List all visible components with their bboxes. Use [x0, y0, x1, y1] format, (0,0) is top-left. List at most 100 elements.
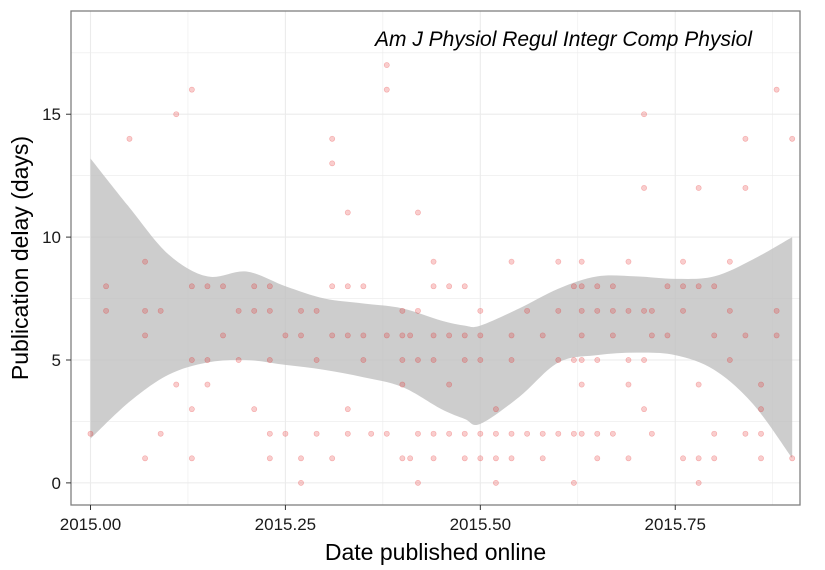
- smooth-confidence-band: [90, 158, 793, 459]
- data-point: [142, 455, 148, 462]
- data-point: [594, 283, 601, 290]
- data-point: [298, 479, 304, 486]
- data-point: [726, 307, 733, 314]
- data-point: [524, 430, 531, 437]
- data-point: [609, 430, 616, 437]
- y-axis-ticks: 0 5 10 15: [42, 105, 71, 493]
- data-point: [329, 332, 336, 339]
- data-point: [220, 332, 226, 339]
- data-point: [430, 430, 437, 437]
- data-point: [493, 406, 499, 413]
- data-point: [758, 381, 764, 388]
- data-point: [399, 455, 406, 462]
- data-point: [594, 430, 601, 437]
- data-point: [446, 332, 453, 339]
- data-point: [578, 332, 585, 339]
- data-point: [594, 455, 601, 462]
- data-point: [430, 332, 437, 339]
- data-point: [204, 283, 211, 290]
- data-point: [578, 430, 585, 437]
- data-point: [266, 455, 273, 462]
- data-point: [87, 430, 94, 437]
- data-point: [625, 307, 632, 314]
- data-point: [266, 430, 273, 437]
- data-point: [477, 357, 484, 363]
- data-point: [399, 332, 406, 339]
- data-point: [383, 62, 390, 68]
- data-point: [493, 455, 499, 462]
- data-point: [625, 357, 632, 363]
- data-point: [625, 381, 632, 388]
- data-point: [773, 86, 780, 93]
- y-tick-label: 5: [52, 351, 61, 370]
- data-point: [758, 430, 764, 437]
- data-point: [235, 357, 242, 363]
- data-point: [251, 406, 258, 413]
- data-point: [461, 455, 468, 462]
- minor-gridlines: [71, 11, 800, 505]
- data-point: [695, 479, 702, 486]
- data-point: [609, 307, 616, 314]
- data-point: [477, 307, 484, 314]
- data-point: [399, 381, 406, 388]
- data-point: [251, 307, 258, 314]
- data-point: [344, 406, 351, 413]
- data-point: [266, 307, 273, 314]
- data-point: [680, 258, 686, 265]
- data-point: [188, 406, 195, 413]
- data-point: [220, 283, 226, 290]
- data-point: [758, 406, 764, 413]
- data-point: [711, 332, 718, 339]
- data-point: [446, 381, 453, 388]
- data-point: [383, 430, 390, 437]
- data-point: [173, 381, 180, 388]
- x-tick-label: 2015.00: [60, 515, 121, 534]
- data-point: [594, 357, 601, 363]
- data-point: [493, 479, 499, 486]
- data-point: [446, 430, 453, 437]
- plot-panel-border: [70, 10, 801, 506]
- major-gridlines: [71, 11, 800, 505]
- data-point: [609, 283, 616, 290]
- data-point: [570, 479, 577, 486]
- x-tick-label: 2015.25: [255, 515, 316, 534]
- data-point: [251, 283, 258, 290]
- data-point: [742, 185, 749, 191]
- data-point: [313, 357, 320, 363]
- data-point: [625, 455, 632, 462]
- data-point: [399, 357, 406, 363]
- data-points: [87, 62, 796, 486]
- data-point: [695, 283, 702, 290]
- data-point: [368, 430, 375, 437]
- data-point: [555, 430, 562, 437]
- data-point: [360, 332, 367, 339]
- data-point: [695, 455, 702, 462]
- data-point: [508, 455, 515, 462]
- x-tick-label: 2015.75: [645, 515, 706, 534]
- data-point: [266, 283, 273, 290]
- data-point: [142, 258, 148, 265]
- data-point: [188, 357, 195, 363]
- data-point: [344, 332, 351, 339]
- data-point: [415, 357, 421, 363]
- data-point: [282, 332, 289, 339]
- data-point: [407, 332, 414, 339]
- data-point: [430, 283, 437, 290]
- data-point: [415, 479, 421, 486]
- data-point: [609, 332, 616, 339]
- data-point: [570, 283, 577, 290]
- data-point: [399, 307, 406, 314]
- data-point: [103, 283, 109, 290]
- x-tick-label: 2015.50: [450, 515, 511, 534]
- data-point: [266, 357, 273, 363]
- y-tick-label: 0: [52, 474, 61, 493]
- data-point: [641, 357, 647, 363]
- data-point: [188, 455, 195, 462]
- data-point: [539, 332, 546, 339]
- data-point: [298, 455, 304, 462]
- data-point: [126, 135, 133, 142]
- data-point: [313, 430, 320, 437]
- data-point: [555, 357, 562, 363]
- data-point: [103, 307, 109, 314]
- journal-annotation: Am J Physiol Regul Integr Comp Physiol: [373, 28, 753, 51]
